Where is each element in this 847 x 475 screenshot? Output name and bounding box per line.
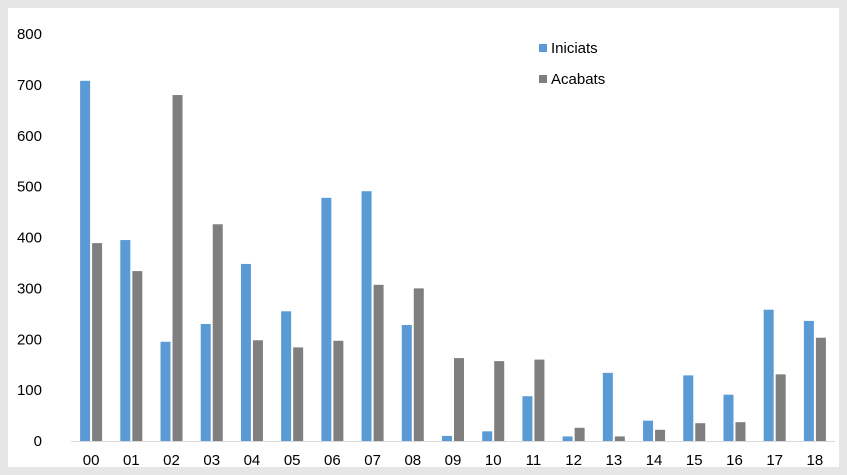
bar-chart: 0 100 200 300 400 500 600 700 800 00 01 02 03 04 05 06… <box>17 26 835 467</box>
bar-iniciats-07 <box>361 191 372 441</box>
bar-acabats-06 <box>333 340 344 441</box>
x-tick-label: 09 <box>445 452 462 467</box>
bar-acabats-09 <box>454 358 464 441</box>
x-tick-label: 05 <box>284 452 301 467</box>
bar-acabats-14 <box>655 429 666 441</box>
bar-iniciats-13 <box>602 372 613 441</box>
x-tick-label: 15 <box>686 452 703 467</box>
x-tick-label: 08 <box>404 452 421 467</box>
x-tick-label: 02 <box>163 452 180 467</box>
bars <box>80 80 826 442</box>
y-tick-label: 700 <box>17 77 42 94</box>
x-tick-label: 12 <box>565 452 582 467</box>
bar-iniciats-11 <box>522 396 533 441</box>
bar-acabats-11 <box>534 359 545 441</box>
bar-iniciats-08 <box>401 325 412 441</box>
bar-iniciats-16 <box>723 394 734 441</box>
x-tick-label: 06 <box>324 452 341 467</box>
bar-iniciats-10 <box>482 431 493 441</box>
bar-acabats-18 <box>815 337 826 441</box>
x-tick-label: 11 <box>526 452 542 467</box>
bar-iniciats-17 <box>763 309 774 441</box>
x-tick-label: 13 <box>605 452 622 467</box>
x-tick-label: 17 <box>766 452 783 467</box>
bar-acabats-03 <box>212 224 223 441</box>
bar-iniciats-01 <box>120 240 131 441</box>
bar-acabats-07 <box>373 284 384 441</box>
bar-acabats-01 <box>132 271 143 441</box>
bar-acabats-12 <box>574 427 585 441</box>
x-tick-label: 04 <box>244 452 261 467</box>
bar-iniciats-05 <box>281 311 292 441</box>
bar-iniciats-14 <box>643 420 654 441</box>
bar-acabats-17 <box>775 374 786 441</box>
bar-acabats-16 <box>735 422 746 441</box>
bar-iniciats-18 <box>803 320 814 441</box>
bar-iniciats-03 <box>200 323 211 441</box>
bar-acabats-10 <box>494 361 505 441</box>
x-tick-label: 03 <box>203 452 220 467</box>
y-tick-label: 600 <box>17 128 42 145</box>
bar-acabats-05 <box>293 347 304 441</box>
x-tick-label: 14 <box>646 452 663 467</box>
bar-acabats-04 <box>252 340 263 441</box>
bar-acabats-08 <box>413 288 424 441</box>
y-tick-label: 800 <box>17 26 42 43</box>
x-tick-label: 16 <box>726 452 743 467</box>
bar-iniciats-02 <box>160 341 171 441</box>
bar-acabats-15 <box>695 423 706 441</box>
y-tick-label: 100 <box>17 382 42 399</box>
x-tick-label: 00 <box>83 452 100 467</box>
bar-acabats-02 <box>172 95 183 442</box>
bar-acabats-00 <box>92 243 103 441</box>
legend-swatch-iniciats <box>539 44 547 52</box>
legend-label-acabats: Acabats <box>551 71 605 88</box>
x-tick-label: 18 <box>807 452 824 467</box>
bar-iniciats-12 <box>562 436 573 441</box>
bar-iniciats-04 <box>240 263 251 441</box>
bar-iniciats-09 <box>442 435 452 441</box>
bar-iniciats-00 <box>80 80 91 442</box>
legend-swatch-acabats <box>539 75 547 83</box>
x-axis-ticks: 00 01 02 03 04 05 06 07 08 09 10 11 12 13 14 15 16 17 18 <box>83 452 823 467</box>
legend: Iniciats Acabats <box>539 40 605 88</box>
y-tick-label: 0 <box>34 433 42 450</box>
legend-label-iniciats: Iniciats <box>551 40 598 57</box>
y-tick-label: 400 <box>17 230 42 247</box>
chart-frame: 0 100 200 300 400 500 600 700 800 00 01 02 03 04 05 06… <box>8 8 839 467</box>
bar-iniciats-15 <box>683 375 694 441</box>
x-tick-label: 10 <box>485 452 502 467</box>
y-axis-ticks: 0 100 200 300 400 500 600 700 800 <box>17 26 42 450</box>
x-tick-label: 01 <box>123 452 140 467</box>
y-tick-label: 500 <box>17 179 42 196</box>
y-tick-label: 300 <box>17 280 42 297</box>
bar-acabats-13 <box>614 436 625 441</box>
x-tick-label: 07 <box>364 452 381 467</box>
y-tick-label: 200 <box>17 331 42 348</box>
bar-iniciats-06 <box>321 197 332 441</box>
